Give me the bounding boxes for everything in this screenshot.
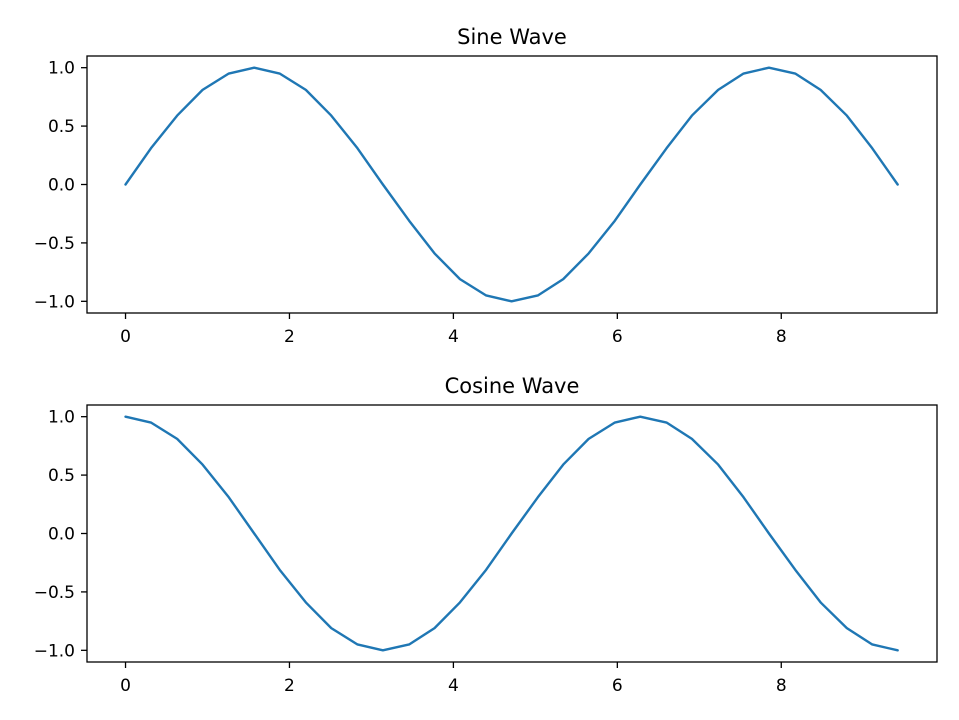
cosine-y-tick-label: 0.5 [48,466,75,486]
sine-x-tick-label: 0 [120,327,131,347]
cosine-y-tick-label: 0.0 [48,525,75,545]
sine-chart-title: Sine Wave [457,25,567,49]
cosine-y-tick-label: −1.0 [34,641,75,661]
sine-x-tick-label: 8 [776,327,787,347]
sine-y-tick-label: 0.5 [48,117,75,137]
cosine-y-tick-label: −0.5 [34,583,75,603]
cosine-x-tick-label: 6 [612,676,623,696]
sine-y-tick-label: 1.0 [48,59,75,79]
cosine-x-tick-label: 2 [284,676,295,696]
sine-x-tick-label: 2 [284,327,295,347]
sine-y-tick-label: −1.0 [34,292,75,312]
sine-x-tick-label: 4 [448,327,459,347]
cosine-y-tick-label: 1.0 [48,408,75,428]
cosine-x-tick-label: 4 [448,676,459,696]
sine-x-tick-label: 6 [612,327,623,347]
sine-y-tick-label: −0.5 [34,234,75,254]
cosine-x-tick-label: 8 [776,676,787,696]
subplot-sine: Sine Wave 0 2 4 6 8 −1.0 −0.5 0.0 0.5 1.0 [34,25,938,347]
cosine-x-tick-label: 0 [120,676,131,696]
cosine-chart-title: Cosine Wave [445,374,580,398]
sine-y-tick-label: 0.0 [48,176,75,196]
subplot-cosine: Cosine Wave 0 2 4 6 8 −1.0 −0.5 0.0 0.5 1.0 [34,374,938,696]
